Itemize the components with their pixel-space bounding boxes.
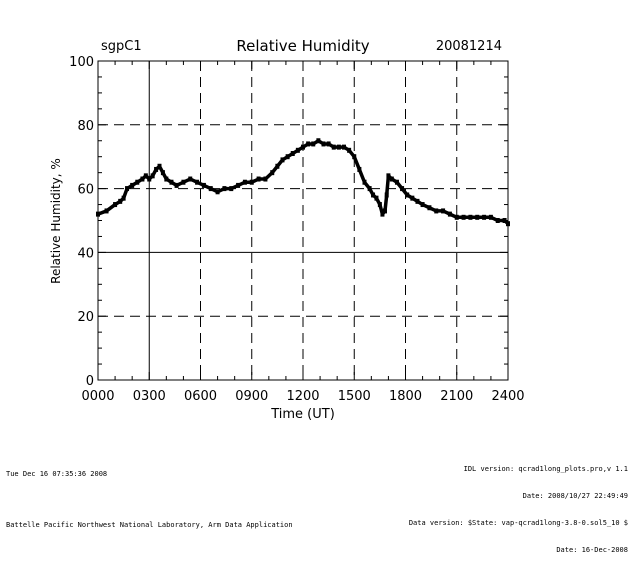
grid-lines xyxy=(98,61,508,380)
y-axis-label: Relative Humidity, % xyxy=(49,158,63,284)
y-tick-label: 80 xyxy=(77,119,94,134)
x-tick-label: 0300 xyxy=(133,389,166,404)
x-tick-label: 1800 xyxy=(389,389,422,404)
site-label: sgpC1 xyxy=(101,39,142,54)
y-tick-labels: 0 20 40 60 80 100 xyxy=(69,55,94,389)
x-tick-label: 0900 xyxy=(235,389,268,404)
x-tick-label: 0600 xyxy=(184,389,217,404)
x-tick-label: 2400 xyxy=(491,389,524,404)
y-tick-label: 60 xyxy=(77,183,94,198)
x-tick-label: 2100 xyxy=(440,389,473,404)
x-tick-label: 0000 xyxy=(81,389,114,404)
footer-lab: Battelle Pacific Northwest National Labo… xyxy=(6,521,293,529)
x-tick-label: 1500 xyxy=(338,389,371,404)
footer-timestamp: Tue Dec 16 07:35:36 2008 xyxy=(6,470,108,478)
footer-idl-version: IDL version: qcrad1long_plots.pro,v 1.1 xyxy=(463,465,628,473)
footer-right: IDL version: qcrad1long_plots.pro,v 1.1 … xyxy=(409,447,628,564)
y-tick-label: 100 xyxy=(69,55,94,70)
chart-title: Relative Humidity xyxy=(236,37,369,55)
y-tick-label: 40 xyxy=(77,246,94,261)
x-tick-label: 1200 xyxy=(286,389,319,404)
tick-marks xyxy=(97,60,509,381)
footer-data-version: Data version: $State: vap-qcrad1long-3.8… xyxy=(408,519,628,527)
y-tick-label: 20 xyxy=(77,310,94,325)
footer-data-date: Date: 16-Dec-2008 xyxy=(556,546,628,554)
x-axis-label: Time (UT) xyxy=(270,407,335,422)
x-tick-labels: 0000 0300 0600 0900 1200 1500 1800 2100 2400 xyxy=(81,389,524,404)
y-tick-label: 0 xyxy=(86,374,94,389)
data-points xyxy=(96,138,510,227)
rh-chart: 0000 0300 0600 0900 1200 1500 1800 2100 2400 0 20… xyxy=(49,37,525,422)
footer-left: Tue Dec 16 07:35:36 2008 Battelle Pacifi… xyxy=(6,452,293,539)
footer-file-date: Date: 2008/10/27 22:49:49 xyxy=(522,492,628,500)
plot-frame xyxy=(97,60,509,381)
series-line xyxy=(97,139,510,225)
date-label: 20081214 xyxy=(436,39,502,54)
